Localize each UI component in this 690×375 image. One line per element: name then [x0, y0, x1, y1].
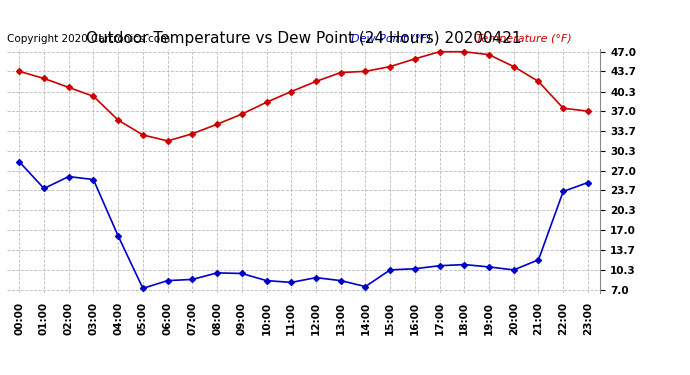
Text: Copyright 2020 Cartronics.com: Copyright 2020 Cartronics.com — [7, 34, 170, 44]
Title: Outdoor Temperature vs Dew Point (24 Hours) 20200421: Outdoor Temperature vs Dew Point (24 Hou… — [86, 31, 522, 46]
Text: Dew Point (°F): Dew Point (°F) — [351, 34, 431, 44]
Text: Temperature (°F): Temperature (°F) — [475, 34, 571, 44]
